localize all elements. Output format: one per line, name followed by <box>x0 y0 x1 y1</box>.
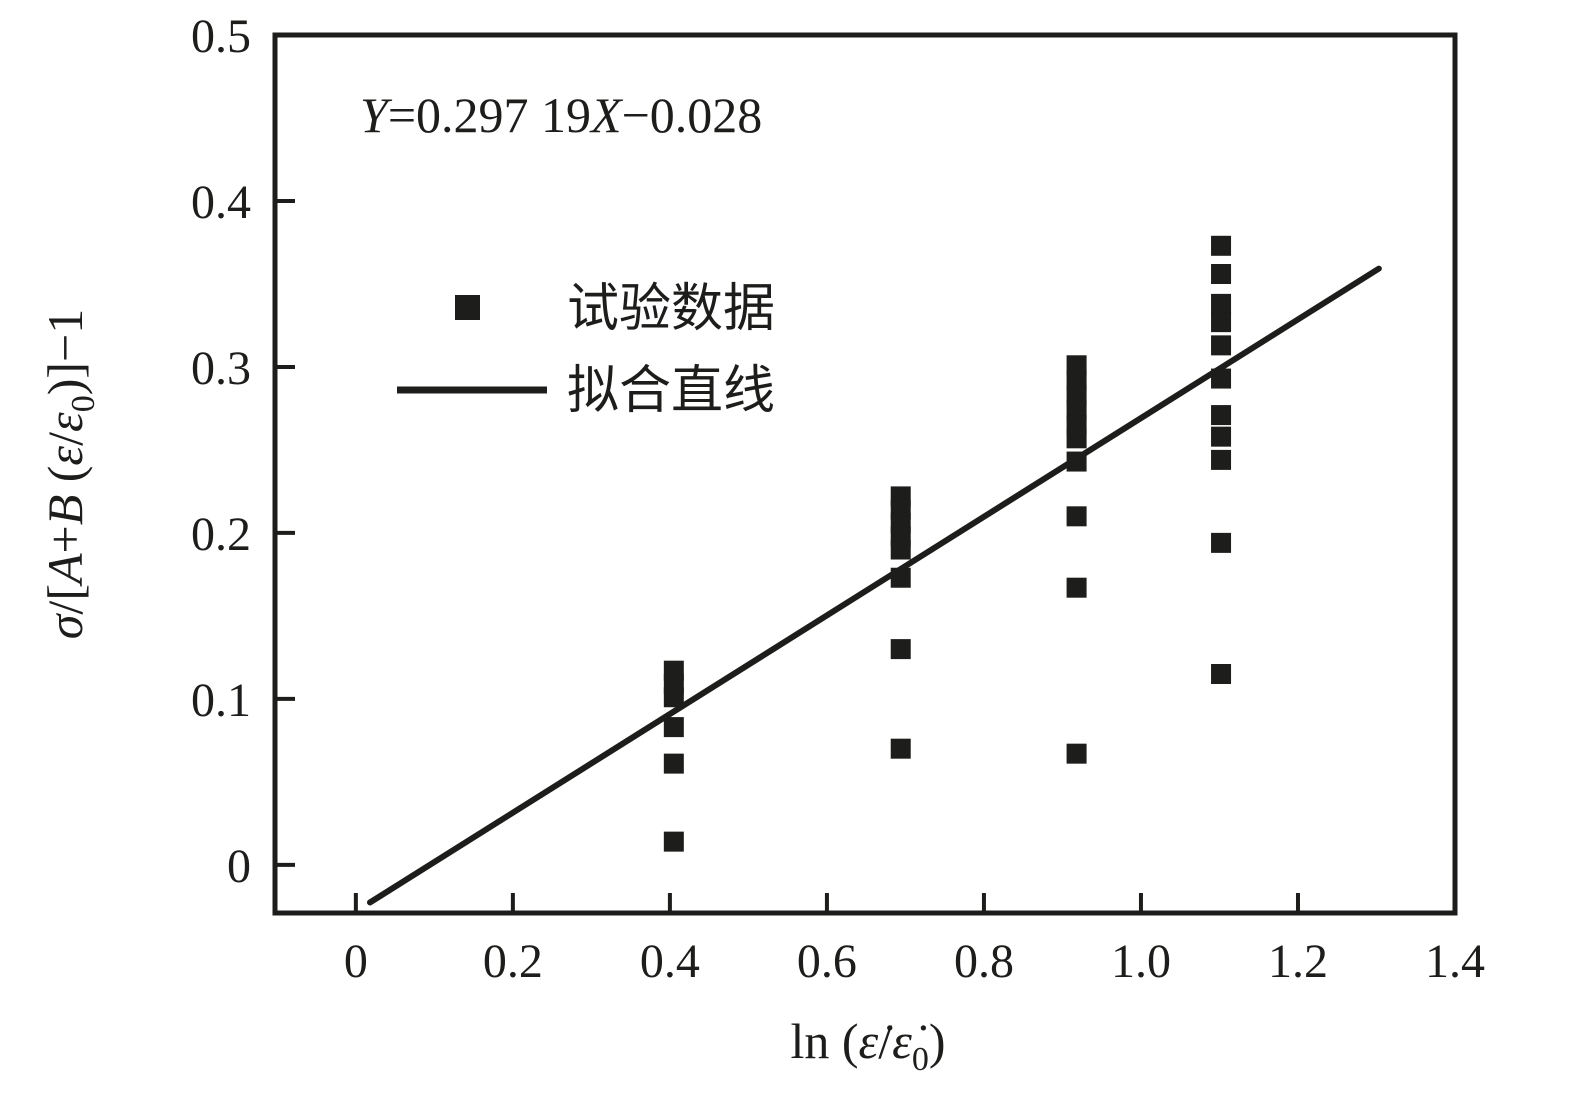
x-tick-label: 0.8 <box>954 935 1014 988</box>
data-point <box>663 753 684 774</box>
x-tick-label: 0.2 <box>483 935 543 988</box>
y-label-open: /[ <box>37 584 93 615</box>
legend: 试验数据 拟合直线 <box>397 281 775 420</box>
y-label-a: A <box>37 553 93 587</box>
data-point <box>1211 532 1232 553</box>
data-point <box>1211 663 1232 684</box>
x-label-subscript: 0 <box>912 1041 929 1078</box>
data-point <box>1066 577 1087 598</box>
y-tick-label: 0 <box>227 840 251 893</box>
equation-x-var: X <box>589 87 624 143</box>
x-label-prefix: ln ( <box>790 1013 858 1069</box>
data-point <box>1066 743 1087 764</box>
x-axis-ticks <box>353 893 1457 913</box>
y-label-b: B <box>37 495 93 526</box>
fit-line <box>366 265 1382 906</box>
x-label-slash: / <box>878 1013 892 1069</box>
y-label-eps2: ε <box>37 412 93 432</box>
data-point <box>1066 428 1087 449</box>
data-point <box>663 717 684 738</box>
x-tick-label: 1.0 <box>1111 935 1171 988</box>
y-axis-label: σ/[A+B (ε/ε0)]−1 <box>37 309 102 639</box>
equation-y-var: Y <box>360 87 393 143</box>
data-point <box>663 831 684 852</box>
x-tick-label: 0 <box>344 935 368 988</box>
x-axis-label: ln (ε̇/ε̇0) <box>790 1013 945 1078</box>
data-point <box>1211 426 1232 447</box>
y-tick-label: 0.2 <box>191 508 251 561</box>
y-label-slash: / <box>37 432 93 446</box>
y-tick-label: 0.5 <box>191 10 251 63</box>
x-tick-label: 0.4 <box>640 935 700 988</box>
equation-tail: −0.028 <box>622 87 763 143</box>
data-point <box>890 639 911 660</box>
data-point <box>663 687 684 708</box>
y-label-eps1: ε <box>37 446 93 466</box>
y-label-paren: ( <box>37 466 93 495</box>
y-tick-label: 0.3 <box>191 342 251 395</box>
y-label-tail: )]−1 <box>37 309 93 396</box>
legend-square-marker-icon <box>455 295 480 320</box>
data-point <box>890 539 911 560</box>
y-axis-ticks <box>275 33 295 867</box>
legend-label-data: 试验数据 <box>567 281 775 338</box>
x-tick-label: 1.2 <box>1268 935 1328 988</box>
data-point <box>1211 405 1232 426</box>
data-point <box>1211 449 1232 470</box>
y-label-sigma: σ <box>37 612 93 639</box>
data-point <box>1066 506 1087 527</box>
plot-frame <box>272 32 1458 916</box>
legend-label-fit: 拟合直线 <box>567 363 775 420</box>
y-tick-label: 0.4 <box>191 176 251 229</box>
data-point <box>890 738 911 759</box>
data-point <box>1211 312 1232 333</box>
equation-body: =0.297 19 <box>388 87 591 143</box>
data-point <box>1211 335 1232 356</box>
y-label-subscript: 0 <box>65 395 102 412</box>
data-point <box>1211 235 1232 256</box>
x-label-suffix: ) <box>929 1013 946 1069</box>
x-axis-tick-labels: 0 0.2 0.4 0.6 0.8 1.0 1.2 1.4 <box>344 935 1485 988</box>
y-label-plus: + <box>37 525 93 553</box>
scatter-series <box>663 235 1232 852</box>
data-point <box>1211 264 1232 285</box>
y-axis-tick-labels: 0 0.1 0.2 0.3 0.4 0.5 <box>191 10 251 893</box>
y-tick-label: 0.1 <box>191 674 251 727</box>
data-point <box>1211 293 1232 314</box>
x-tick-label: 1.4 <box>1425 935 1485 988</box>
x-tick-label: 0.6 <box>797 935 857 988</box>
equation-annotation: Y=0.297 19X−0.028 <box>360 87 762 143</box>
